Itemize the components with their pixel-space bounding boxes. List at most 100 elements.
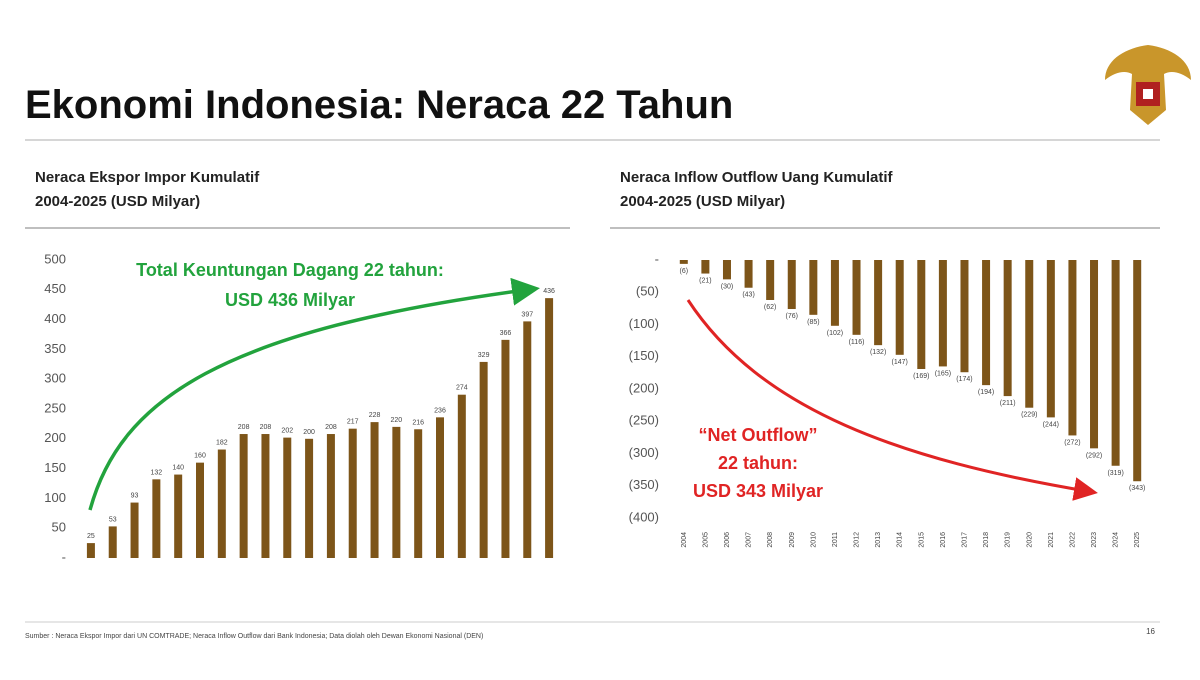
annotation: “Net Outflow” (699, 425, 818, 445)
data-label: 25 (87, 533, 95, 540)
bar (130, 502, 139, 558)
bar (174, 474, 183, 558)
data-label: (43) (742, 292, 754, 299)
emblem (1105, 45, 1191, 125)
bar (414, 429, 423, 558)
chart-title: Neraca Ekspor Impor Kumulatif (35, 169, 260, 186)
data-label: 236 (434, 407, 446, 414)
data-label: 208 (238, 424, 250, 431)
bar (348, 428, 357, 558)
slide-title: Ekonomi Indonesia: Neraca 22 Tahun (25, 83, 733, 127)
bar (283, 437, 292, 558)
x-tick-label: 2015 (918, 532, 925, 548)
data-label: 366 (500, 330, 512, 337)
y-tick-label: 50 (52, 520, 66, 535)
data-label: 329 (478, 352, 490, 359)
y-tick-label: 250 (44, 400, 66, 415)
y-tick-label: (350) (629, 477, 659, 492)
data-label: 436 (543, 288, 555, 295)
y-tick-label: 400 (44, 311, 66, 326)
y-tick-label: - (655, 251, 659, 266)
data-label: 208 (260, 424, 272, 431)
x-tick-label: 2017 (961, 532, 968, 548)
bar (436, 417, 444, 558)
data-label: 202 (281, 428, 293, 435)
x-tick-label: 2023 (1091, 532, 1098, 548)
data-label: 93 (131, 493, 139, 500)
data-label: 274 (456, 385, 468, 392)
data-label: (30) (721, 283, 733, 290)
annotation: USD 343 Milyar (693, 481, 823, 501)
bar (1111, 260, 1120, 466)
x-tick-label: 2011 (832, 532, 839, 547)
bar (305, 438, 314, 558)
y-tick-label: 100 (44, 490, 66, 505)
x-tick-label: 2025 (1134, 532, 1141, 548)
x-tick-label: 2005 (702, 532, 709, 548)
data-label: (76) (786, 313, 798, 320)
x-tick-label: 2013 (875, 532, 882, 548)
bar (852, 260, 861, 335)
data-label: (343) (1129, 485, 1145, 492)
bar (809, 260, 818, 315)
bar (545, 298, 554, 558)
data-label: (21) (699, 278, 711, 285)
bar (917, 260, 926, 370)
y-tick-label: 300 (44, 371, 66, 386)
bar (701, 260, 710, 274)
bar (152, 479, 161, 558)
bar (108, 526, 117, 558)
data-label: (116) (849, 339, 865, 346)
data-label: (229) (1021, 412, 1037, 419)
bar (1133, 260, 1142, 482)
bar (1046, 260, 1055, 418)
y-tick-label: 200 (44, 430, 66, 445)
data-label: (272) (1064, 439, 1080, 446)
x-tick-label: 2021 (1048, 532, 1055, 548)
data-label: (102) (827, 330, 843, 337)
data-label: (147) (892, 359, 908, 366)
y-tick-label: (400) (629, 509, 659, 524)
y-tick-label: (250) (629, 413, 659, 428)
bar (86, 543, 95, 558)
y-tick-label: (100) (629, 316, 659, 331)
y-tick-label: (300) (629, 445, 659, 460)
x-tick-label: 2006 (724, 532, 731, 548)
bar (261, 434, 270, 558)
data-label: (194) (978, 389, 994, 396)
bar (370, 422, 379, 558)
data-label: (132) (870, 349, 886, 356)
data-label: (85) (807, 319, 819, 326)
bar (523, 321, 532, 558)
trend-arrow (88, 277, 540, 511)
bar (1003, 260, 1012, 397)
annotation: 22 tahun: (718, 453, 798, 473)
data-label: (244) (1043, 421, 1059, 428)
bar (787, 260, 796, 310)
x-tick-label: 2018 (983, 532, 990, 548)
page-number: 16 (1146, 627, 1155, 636)
data-label: 208 (325, 424, 337, 431)
bar (1025, 260, 1034, 408)
bar (722, 260, 731, 280)
bar (501, 339, 510, 558)
bar (679, 260, 688, 264)
annotation: Total Keuntungan Dagang 22 tahun: (136, 260, 444, 280)
bar (982, 260, 991, 386)
x-tick-label: 2008 (767, 532, 774, 548)
data-label: (6) (680, 268, 689, 275)
source-note: Sumber : Neraca Ekspor Impor dari UN COM… (25, 633, 483, 640)
bar (457, 394, 466, 558)
annotation: USD 436 Milyar (225, 290, 355, 310)
bar (217, 449, 226, 558)
y-tick-label: 500 (44, 251, 66, 266)
bar (196, 462, 204, 558)
data-label: (165) (935, 370, 951, 377)
bar (744, 260, 753, 288)
y-tick-label: (200) (629, 380, 659, 395)
data-label: (211) (1000, 400, 1016, 407)
data-label: 220 (391, 417, 403, 424)
